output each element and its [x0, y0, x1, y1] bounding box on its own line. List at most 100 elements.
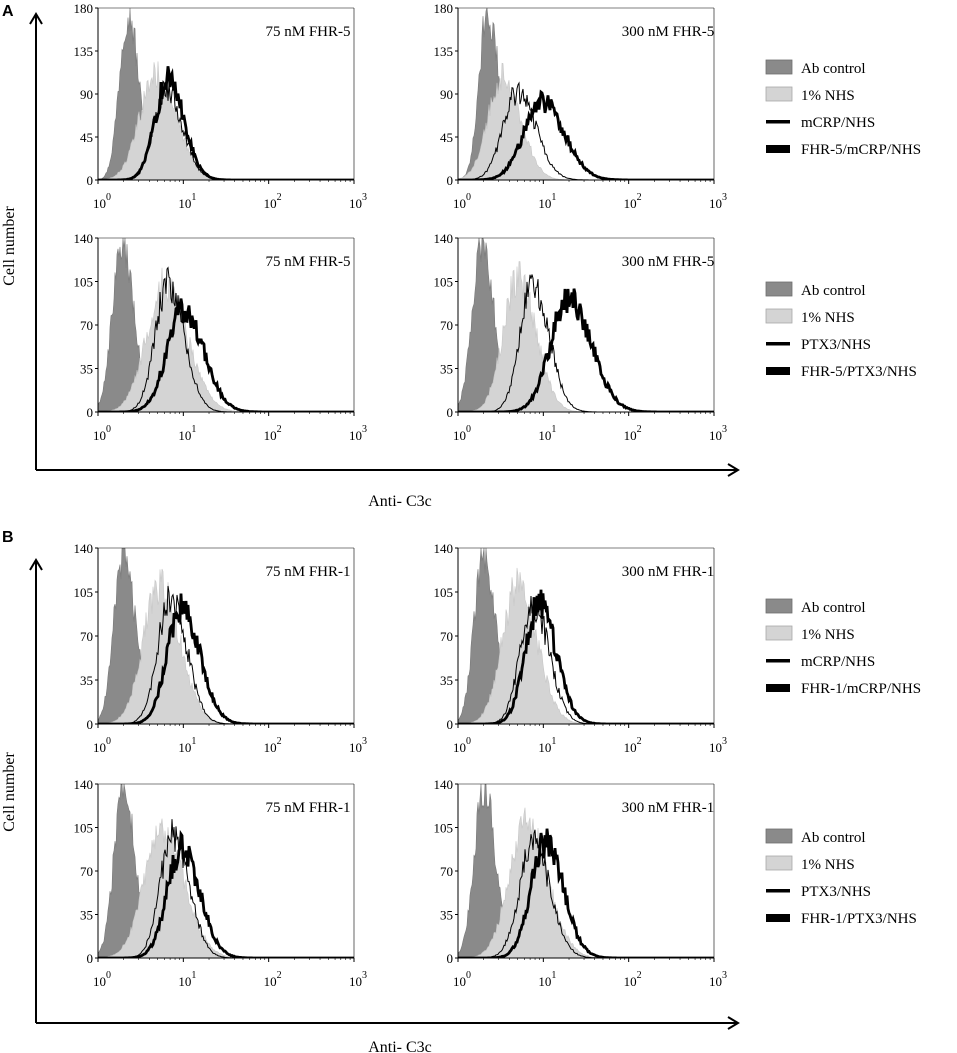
- x-tick-label: 102: [624, 192, 642, 211]
- series-fhr-1-ptx3-nhs: [98, 829, 354, 958]
- section-letter: B: [2, 529, 14, 546]
- legend-swatch-ab-control: [765, 59, 793, 75]
- x-tick-label: 103: [349, 424, 367, 443]
- legend-swatch-nhs: [765, 855, 793, 871]
- legend-label: Ab control: [801, 283, 866, 299]
- y-tick-label: 140: [434, 541, 454, 556]
- x-tick-label: 102: [264, 192, 282, 211]
- x-axis-title: Anti- C3c: [368, 493, 432, 510]
- legend-swatch-nhs: [765, 625, 793, 641]
- x-tick-label: 101: [538, 736, 556, 755]
- panel-title: 300 nM FHR-1: [622, 564, 715, 580]
- legend-2: Ab control 1% NHS PTX3/NHS FHR-5/PTX3/NHS: [765, 281, 917, 380]
- x-tick-label: 102: [264, 736, 282, 755]
- y-tick-label: 140: [74, 541, 94, 556]
- y-arrowhead: [29, 12, 43, 25]
- y-arrowhead: [29, 558, 43, 571]
- legend-item: FHR-5/PTX3/NHS: [766, 364, 917, 380]
- series-ptx3-nhs: [458, 829, 714, 958]
- legend-label: 1% NHS: [801, 88, 855, 104]
- x-tick-label: 101: [178, 736, 196, 755]
- x-tick-label: 102: [624, 970, 642, 989]
- x-tick-label: 100: [453, 970, 471, 989]
- y-tick-label: 0: [447, 405, 454, 420]
- panel-title: 75 nM FHR-5: [265, 24, 350, 40]
- x-arrowhead: [727, 1016, 740, 1030]
- y-tick-label: 140: [74, 777, 94, 792]
- x-tick-label: 101: [178, 970, 196, 989]
- panel-title: 75 nM FHR-1: [265, 800, 350, 816]
- legend-3: Ab control 1% NHS mCRP/NHS FHR-1/mCRP/NHS: [765, 598, 921, 697]
- y-tick-label: 70: [440, 318, 453, 333]
- x-tick-label: 100: [453, 192, 471, 211]
- panel-title: 300 nM FHR-5: [622, 24, 715, 40]
- y-tick-label: 70: [440, 629, 453, 644]
- histogram-panel-1: 0 45 90 135 180 100 101 102 103 75 nM FHR-5: [74, 1, 368, 211]
- series-ptx3-nhs: [458, 274, 714, 412]
- histogram-panel-5: 0 35 70 105 140 100 101 102 103 75 nM FHR-1: [74, 541, 368, 755]
- y-tick-label: 0: [87, 173, 94, 188]
- x-tick-label: 103: [349, 970, 367, 989]
- series-1-nhs: [98, 818, 354, 958]
- legend-4: Ab control 1% NHS PTX3/NHS FHR-1/PTX3/NHS: [765, 828, 917, 927]
- legend-swatch-thin: [766, 889, 790, 893]
- y-tick-label: 70: [440, 864, 453, 879]
- x-tick-label: 102: [264, 970, 282, 989]
- x-tick-label: 100: [93, 970, 111, 989]
- series-ab-control: [458, 784, 714, 958]
- legend-item: 1% NHS: [765, 625, 855, 643]
- y-tick-label: 105: [434, 821, 454, 836]
- legend-swatch-thin: [766, 659, 790, 663]
- series-fhr-5-mcrp-nhs: [458, 89, 714, 180]
- x-tick-label: 100: [93, 192, 111, 211]
- legend-item: 1% NHS: [765, 308, 855, 326]
- y-tick-label: 135: [434, 44, 454, 59]
- legend-item: Ab control: [765, 59, 866, 77]
- legend-label: FHR-5/mCRP/NHS: [801, 142, 921, 158]
- legend-item: 1% NHS: [765, 86, 855, 104]
- series-fhr-5-ptx3-nhs: [98, 298, 354, 412]
- y-tick-label: 105: [434, 585, 454, 600]
- x-tick-label: 102: [624, 424, 642, 443]
- y-tick-label: 140: [434, 777, 454, 792]
- x-tick-label: 101: [178, 424, 196, 443]
- panel-title: 300 nM FHR-1: [622, 800, 715, 816]
- y-tick-label: 45: [440, 130, 453, 145]
- legend-item: mCRP/NHS: [766, 654, 875, 670]
- x-axis-title: Anti- C3c: [368, 1039, 432, 1053]
- series-1-nhs: [458, 62, 714, 180]
- legend-swatch-thin: [766, 120, 790, 124]
- legend-label: mCRP/NHS: [801, 115, 875, 131]
- legend-item: FHR-1/PTX3/NHS: [766, 911, 917, 927]
- y-tick-label: 45: [80, 130, 93, 145]
- legend-label: 1% NHS: [801, 857, 855, 873]
- y-tick-label: 140: [434, 231, 454, 246]
- y-tick-label: 90: [440, 87, 453, 102]
- x-tick-label: 103: [709, 424, 727, 443]
- legend-swatch-thin: [766, 342, 790, 346]
- legend-item: Ab control: [765, 598, 866, 616]
- legend-label: 1% NHS: [801, 627, 855, 643]
- y-tick-label: 135: [74, 44, 94, 59]
- x-tick-label: 102: [624, 736, 642, 755]
- y-tick-label: 0: [447, 717, 454, 732]
- plot-area: [458, 784, 714, 958]
- section-letter: A: [2, 3, 14, 20]
- legend-item: FHR-1/mCRP/NHS: [766, 681, 921, 697]
- plot-area: [98, 784, 354, 958]
- legend-label: FHR-5/PTX3/NHS: [801, 364, 917, 380]
- series-fhr-1-mcrp-nhs: [458, 589, 714, 724]
- legend-swatch-ab-control: [765, 598, 793, 614]
- legend-item: 1% NHS: [765, 855, 855, 873]
- legend-label: Ab control: [801, 830, 866, 846]
- histogram-panel-7: 0 35 70 105 140 100 101 102 103 75 nM FHR-1: [74, 777, 368, 989]
- y-tick-label: 140: [74, 231, 94, 246]
- section-b: B Cell number Anti- C3c: [1, 529, 740, 1053]
- y-tick-label: 35: [80, 673, 93, 688]
- y-tick-label: 35: [440, 673, 453, 688]
- legend-swatch-ab-control: [765, 828, 793, 844]
- legend-label: PTX3/NHS: [801, 337, 871, 353]
- y-tick-label: 0: [87, 405, 94, 420]
- x-tick-label: 101: [538, 192, 556, 211]
